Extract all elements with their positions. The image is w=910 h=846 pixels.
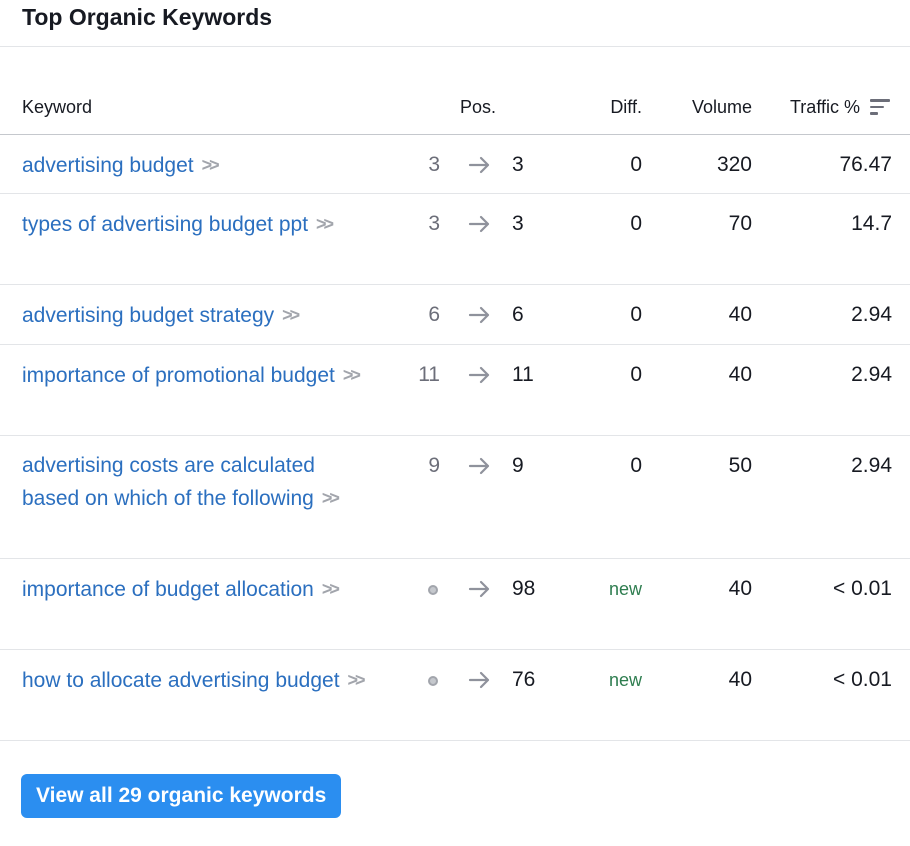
keyword-link[interactable]: importance of budget allocation >> — [22, 573, 367, 606]
arrow-right-icon — [468, 457, 490, 475]
dot-icon — [428, 676, 438, 686]
table-row: advertising budget >> 3 3 0 320 76.47 — [0, 135, 910, 194]
double-chevron-right-icon[interactable]: >> — [342, 365, 361, 385]
traffic-value: < 0.01 — [833, 577, 892, 600]
arrow-right-icon — [468, 580, 490, 598]
volume-value: 50 — [728, 454, 752, 477]
keyword-text[interactable]: advertising budget — [22, 154, 194, 177]
column-header-traffic[interactable]: Traffic % — [789, 97, 860, 117]
previous-position: 3 — [428, 212, 440, 235]
arrow-right-icon — [468, 156, 490, 174]
volume-value: 40 — [728, 577, 752, 600]
table-row: how to allocate advertising budget >> 76 … — [0, 650, 910, 741]
volume-value: 70 — [728, 212, 752, 235]
arrow-right-icon — [468, 366, 490, 384]
volume-value: 40 — [728, 303, 752, 326]
keyword-text[interactable]: importance of promotional budget — [22, 364, 335, 387]
dot-icon — [428, 585, 438, 595]
current-position: 9 — [512, 454, 524, 477]
difficulty-value: new — [608, 670, 642, 690]
current-position: 3 — [512, 153, 524, 176]
previous-position: 9 — [428, 454, 440, 477]
keyword-text[interactable]: how to allocate advertising budget — [22, 669, 340, 692]
traffic-value: 14.7 — [851, 212, 892, 235]
double-chevron-right-icon[interactable]: >> — [347, 670, 366, 690]
table-row: advertising budget strategy >> 6 6 0 40 2… — [0, 285, 910, 345]
keyword-link[interactable]: advertising budget strategy >> — [22, 299, 367, 332]
difficulty-value: new — [608, 579, 642, 599]
previous-position: 11 — [418, 363, 440, 386]
difficulty-value: 0 — [630, 212, 642, 235]
traffic-value: 2.94 — [851, 454, 892, 477]
double-chevron-right-icon[interactable]: >> — [282, 305, 300, 325]
double-chevron-right-icon[interactable]: >> — [201, 155, 220, 175]
title-divider — [0, 46, 910, 47]
volume-value: 320 — [716, 153, 752, 176]
column-header-position[interactable]: Pos. — [460, 97, 497, 117]
view-all-keywords-button[interactable]: View all 29 organic keywords — [21, 774, 342, 818]
table-row: importance of promotional budget >> 11 11… — [0, 345, 910, 436]
table-header: Keyword Pos. Diff. Volume Traffic % — [0, 88, 910, 135]
previous-position: 6 — [428, 303, 440, 326]
table-row: advertising costs are calculated based o… — [0, 436, 910, 559]
traffic-value: 2.94 — [851, 303, 892, 326]
current-position: 6 — [512, 303, 524, 326]
previous-position: 3 — [428, 153, 440, 176]
difficulty-value: 0 — [630, 303, 642, 326]
current-position: 11 — [512, 363, 534, 386]
table-row: importance of budget allocation >> 98 new… — [0, 559, 910, 650]
double-chevron-right-icon[interactable]: >> — [321, 488, 340, 508]
keyword-text[interactable]: importance of budget allocation — [22, 578, 314, 601]
column-header-keyword[interactable]: Keyword — [22, 97, 93, 117]
difficulty-value: 0 — [630, 454, 642, 477]
current-position: 98 — [512, 577, 536, 600]
keyword-text[interactable]: types of advertising budget ppt — [22, 213, 309, 236]
double-chevron-right-icon[interactable]: >> — [316, 214, 334, 234]
current-position: 76 — [512, 668, 536, 691]
double-chevron-right-icon[interactable]: >> — [321, 579, 340, 599]
arrow-right-icon — [468, 671, 490, 689]
table-row: types of advertising budget ppt >> 3 3 0 … — [0, 194, 910, 285]
traffic-value: < 0.01 — [833, 668, 892, 691]
keywords-table: advertising budget >> 3 3 0 320 76.47 typ… — [0, 135, 910, 741]
page-title: Top Organic Keywords — [22, 4, 273, 30]
keyword-link[interactable]: importance of promotional budget >> — [22, 359, 367, 392]
column-header-difficulty[interactable]: Diff. — [610, 97, 642, 117]
column-header-volume[interactable]: Volume — [691, 97, 752, 117]
arrow-right-icon — [468, 215, 490, 233]
keyword-link[interactable]: advertising budget >> — [22, 149, 367, 182]
keyword-text[interactable]: advertising costs are calculated based o… — [22, 454, 315, 510]
sort-icon[interactable] — [870, 99, 890, 117]
keyword-link[interactable]: advertising costs are calculated based o… — [22, 450, 367, 515]
traffic-value: 2.94 — [851, 363, 892, 386]
difficulty-value: 0 — [630, 153, 642, 176]
volume-value: 40 — [728, 363, 752, 386]
keyword-link[interactable]: how to allocate advertising budget >> — [22, 664, 367, 697]
keyword-text[interactable]: advertising budget strategy — [22, 304, 275, 327]
traffic-value: 76.47 — [839, 153, 892, 176]
volume-value: 40 — [728, 668, 752, 691]
keyword-link[interactable]: types of advertising budget ppt >> — [22, 208, 367, 241]
arrow-right-icon — [468, 306, 490, 324]
difficulty-value: 0 — [630, 363, 642, 386]
current-position: 3 — [512, 212, 524, 235]
